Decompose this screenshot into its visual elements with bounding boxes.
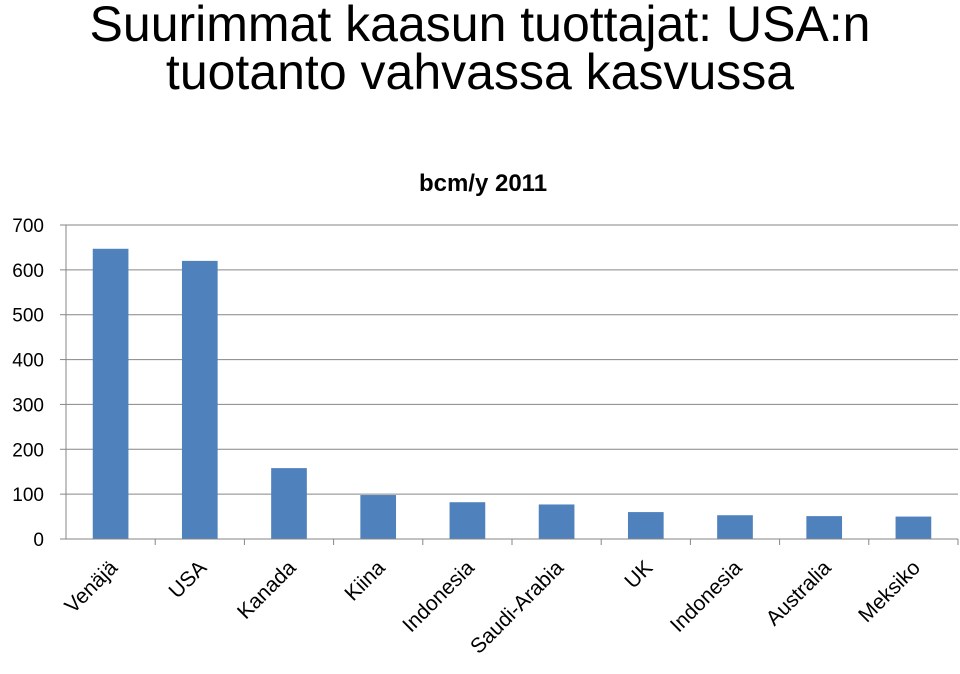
bar [538, 504, 575, 539]
x-tick-label: UK [620, 556, 657, 593]
chart-title: bcm/y 2011 [419, 170, 547, 197]
slide-title: Suurimmat kaasun tuottajat: USA:n tuotan… [0, 0, 960, 100]
y-tick-label: 200 [12, 440, 44, 461]
axes [60, 224, 959, 545]
x-tick-label: Venäjä [60, 556, 122, 618]
x-tick-label: Saudi-Arabia [466, 556, 568, 658]
bar [449, 502, 486, 539]
bar [271, 468, 307, 539]
x-tick-label: Indonesia [666, 556, 747, 637]
bar [181, 260, 218, 539]
y-tick-label: 300 [12, 395, 44, 416]
y-tick-label: 100 [12, 485, 44, 506]
bar [717, 515, 753, 539]
y-tick-label: 0 [33, 530, 44, 551]
slide-title-line-2: tuotanto vahvassa kasvussa [165, 44, 795, 100]
bar [92, 248, 129, 539]
x-tick-label: Kanada [233, 556, 301, 624]
bar [360, 495, 397, 539]
x-tick-label: Indonesia [398, 556, 479, 637]
x-axis-tick-labels: Venäjä USA Kanada Kiina IndonesiaSaudi-Arabi… [60, 556, 924, 658]
bar-series [92, 248, 932, 539]
y-tick-label: 500 [12, 306, 44, 327]
y-tick-label: 600 [12, 261, 44, 282]
bar [627, 512, 664, 539]
x-tick-label: Australia [762, 556, 836, 630]
y-tick-label: 700 [12, 216, 44, 237]
x-tick-label: USA [165, 556, 212, 603]
slide-title-line-1: Suurimmat kaasun tuottajat: USA:n [89, 0, 871, 52]
bar [895, 516, 932, 539]
bar [806, 516, 843, 539]
y-tick-label: 400 [12, 351, 44, 372]
x-tick-label: Kiina [340, 556, 390, 606]
x-tick-label: Meksiko [854, 556, 925, 627]
y-axis-tick-labels: 0 100 200 300 400 500 600 700 [12, 216, 44, 551]
